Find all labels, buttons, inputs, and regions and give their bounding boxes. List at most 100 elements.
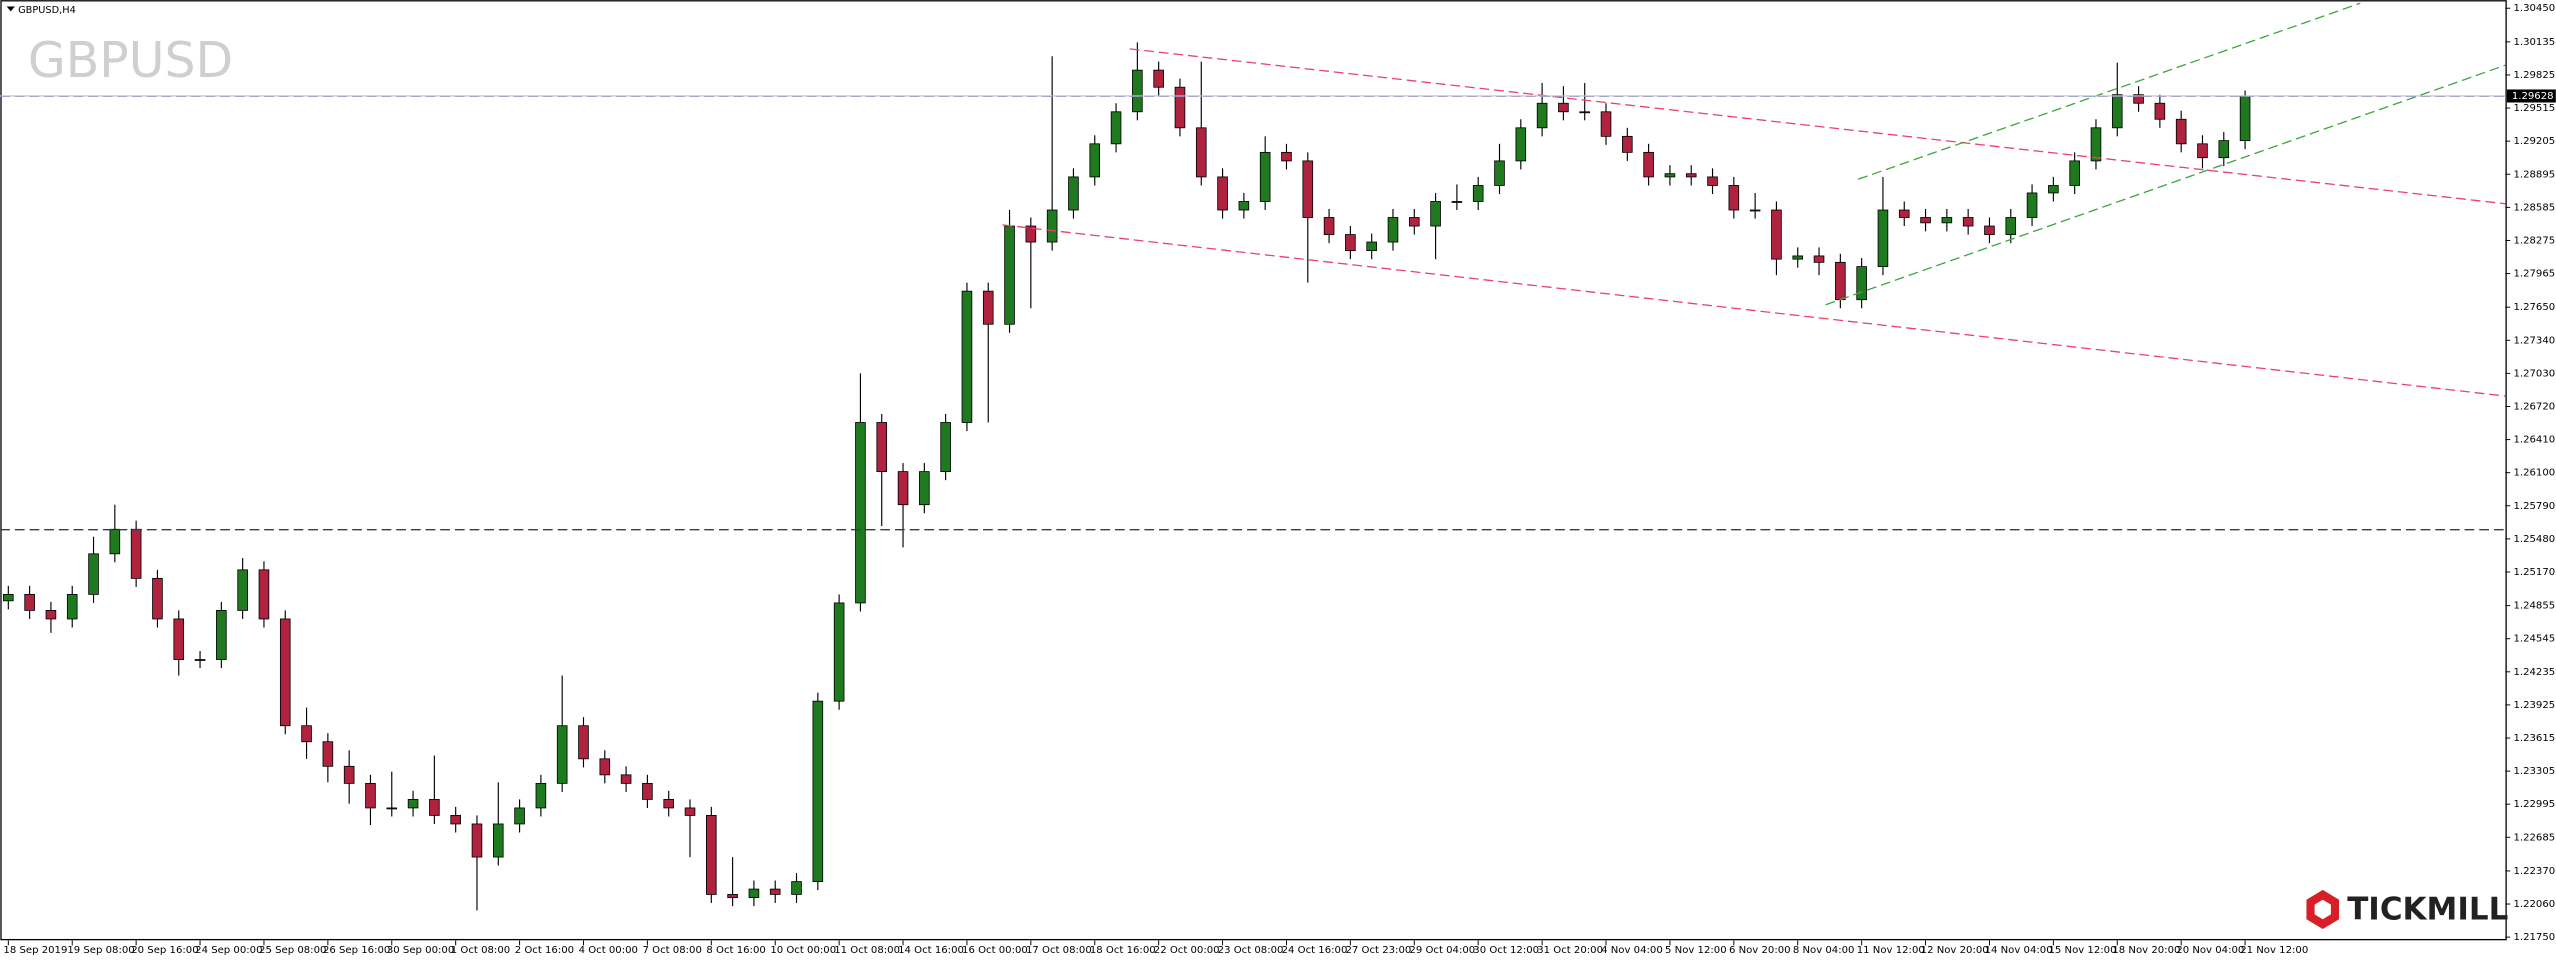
green-trendline [1825, 64, 2506, 306]
candle-body [982, 290, 994, 325]
candle-body [2026, 192, 2038, 218]
x-tick-label: 10 Oct 00:00 [770, 945, 836, 956]
y-tick-label: 1.27650 [2513, 302, 2555, 313]
candle-body [556, 725, 568, 784]
candle-body [1430, 201, 1441, 227]
logo-icon-inner [2314, 899, 2331, 920]
candle-body [1898, 209, 1910, 218]
y-tick-label: 1.22685 [2513, 832, 2555, 843]
y-tick-label: 1.25790 [2513, 501, 2555, 512]
x-tick-label: 18 Sep 2019 [3, 945, 67, 956]
candle-body [1259, 151, 1271, 202]
candle-body [1728, 185, 1740, 211]
y-tick-label: 1.29205 [2513, 136, 2555, 147]
candle-body [1472, 185, 1484, 202]
x-tick-label: 30 Sep 00:00 [387, 945, 454, 956]
candle-body [1643, 151, 1654, 178]
candle-body [492, 823, 504, 858]
x-tick-label: 27 Oct 23:00 [1345, 945, 1411, 956]
x-tick-label: 7 Oct 08:00 [643, 945, 702, 956]
candle-body [429, 798, 440, 816]
candle-body [2133, 94, 2144, 104]
candle-body [1195, 127, 1207, 178]
y-tick-label: 1.25170 [2513, 567, 2555, 578]
candle-body [66, 593, 78, 620]
candle-body [2090, 127, 2102, 162]
y-tick-label: 1.28585 [2513, 202, 2555, 213]
candle-body [620, 774, 632, 784]
y-tick-label: 1.30450 [2513, 3, 2555, 14]
candle-body [1110, 111, 1122, 145]
watermark: GBPUSD [28, 32, 233, 89]
y-tick-label: 1.23615 [2513, 733, 2555, 744]
candle-body [1685, 173, 1697, 178]
candle-body [1515, 127, 1527, 162]
candle-body [684, 807, 696, 816]
x-tick-label: 8 Oct 16:00 [706, 945, 765, 956]
x-tick-label: 2 Oct 16:00 [515, 945, 574, 956]
candle-body [833, 602, 845, 702]
candle-body [1579, 111, 1591, 114]
candle-body [258, 569, 270, 620]
candle-body [1835, 261, 1846, 301]
y-tick-label: 1.24235 [2513, 667, 2555, 678]
candle-body [1536, 102, 1548, 129]
candle-body [940, 422, 951, 473]
candle-body [1281, 151, 1292, 162]
candle-body [876, 422, 888, 473]
x-tick-label: 26 Sep 16:00 [323, 945, 390, 956]
menu-arrow[interactable] [6, 6, 15, 12]
candle-body [1238, 201, 1250, 211]
candle-body [1174, 86, 1186, 129]
candle-body [1153, 69, 1164, 88]
y-tick-label: 1.23925 [2513, 700, 2555, 711]
x-tick-label: 23 Oct 08:00 [1218, 945, 1284, 956]
y-tick-label: 1.22995 [2513, 799, 2555, 810]
candle-body [578, 725, 589, 760]
candle-body [961, 290, 973, 423]
candle-body [1387, 217, 1399, 243]
candle-body [812, 700, 824, 883]
x-tick-label: 8 Nov 04:00 [1793, 945, 1855, 956]
candle-body [24, 593, 35, 611]
x-tick-label: 18 Nov 20:00 [2112, 945, 2180, 956]
x-tick-label: 29 Oct 04:00 [1409, 945, 1475, 956]
candle-body [1366, 241, 1377, 251]
x-tick-label: 18 Oct 16:00 [1090, 945, 1156, 956]
y-tick-label: 1.29825 [2513, 70, 2555, 81]
candle-body [194, 659, 206, 661]
candle-body [450, 815, 461, 825]
y-tick-label: 1.21750 [2513, 932, 2555, 943]
y-tick-label: 1.22060 [2513, 899, 2555, 910]
candle-body [173, 618, 185, 660]
x-tick-label: 31 Oct 20:00 [1537, 945, 1603, 956]
y-tick-label: 1.26100 [2513, 468, 2555, 479]
candle-body [2218, 140, 2230, 159]
y-tick-label: 1.22370 [2513, 866, 2555, 877]
candle-body [1068, 176, 1079, 211]
candle-body [152, 577, 163, 620]
candle-body [216, 610, 227, 660]
candle-body [897, 471, 909, 506]
candle-body [1323, 217, 1335, 235]
candle-body [301, 725, 312, 743]
x-tick-label: 17 Oct 08:00 [1026, 945, 1092, 956]
candle-body [2175, 118, 2187, 145]
candle-body [1217, 176, 1228, 211]
candle-body [748, 888, 760, 899]
y-tick-label: 1.27340 [2513, 335, 2555, 346]
candle-body [279, 618, 291, 727]
candle-body [2239, 95, 2251, 142]
candle-body [365, 782, 376, 809]
candle-body [727, 894, 738, 899]
candle-body [1707, 176, 1718, 186]
candle-body [1600, 111, 1612, 137]
x-tick-label: 14 Oct 16:00 [898, 945, 964, 956]
x-tick-label: 16 Oct 00:00 [962, 945, 1028, 956]
candle-body [642, 782, 653, 800]
candle-body [769, 888, 781, 895]
candle-body [471, 823, 483, 858]
candle-body [2005, 217, 2017, 235]
candle-body [1749, 209, 1761, 212]
